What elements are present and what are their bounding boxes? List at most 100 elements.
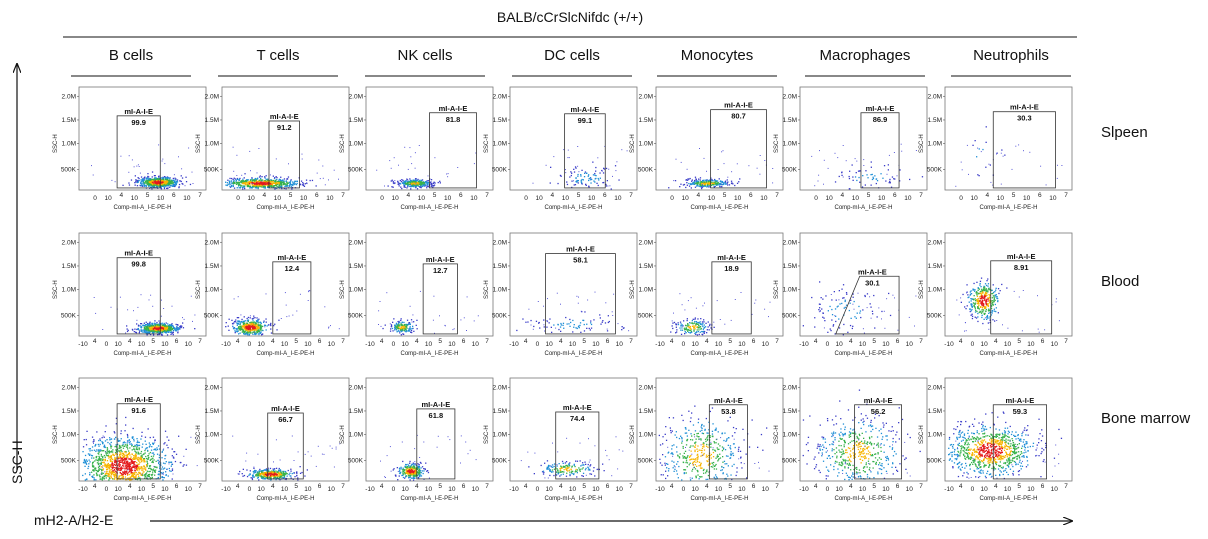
event-dot (131, 469, 134, 471)
event-dot (698, 182, 700, 184)
event-dot (700, 183, 702, 185)
event-dot (811, 296, 813, 299)
event-dot (725, 183, 727, 185)
event-dot (120, 430, 122, 432)
event-dot (290, 184, 292, 186)
event-dot (1006, 287, 1008, 289)
event-dot (142, 325, 144, 327)
event-dot (697, 185, 699, 187)
event-dot (242, 178, 244, 180)
x-tick-label: 4 (705, 338, 709, 345)
event-dot (144, 324, 147, 326)
event-dot (292, 184, 294, 187)
event-dot (413, 185, 415, 188)
event-dot (701, 183, 703, 185)
event-dot (263, 187, 265, 189)
event-dot (147, 183, 149, 185)
event-dot (685, 332, 687, 334)
x-tick-label: 7 (341, 192, 345, 199)
event-dot (137, 179, 139, 182)
event-dot (410, 331, 412, 333)
event-dot (159, 323, 161, 325)
event-dot (251, 321, 253, 324)
x-tick-label: 10 (859, 341, 867, 348)
event-dot (550, 166, 552, 168)
event-dot (125, 460, 127, 463)
event-dot (702, 185, 704, 187)
event-dot (738, 181, 740, 183)
event-dot (851, 327, 853, 330)
event-dot (286, 185, 288, 188)
event-dot (102, 468, 104, 470)
event-dot (271, 182, 274, 185)
event-dot (987, 298, 989, 300)
event-dot (114, 477, 116, 479)
event-dot (179, 327, 181, 329)
event-dot (973, 282, 975, 285)
event-dot (239, 328, 241, 330)
event-dot (267, 178, 269, 180)
event-dot (93, 439, 95, 441)
event-dot (864, 295, 866, 298)
event-dot (149, 178, 151, 181)
event-dot (580, 181, 583, 183)
x-tick-label: 10 (470, 195, 478, 202)
event-dot (244, 181, 246, 183)
event-dot (399, 183, 402, 185)
event-dot (155, 180, 157, 182)
event-dot (242, 180, 244, 183)
event-dot (987, 283, 990, 285)
event-dot (168, 327, 170, 330)
event-dot (283, 183, 285, 185)
event-dot (696, 183, 698, 185)
event-dot (263, 320, 265, 322)
event-dot (577, 173, 579, 176)
event-dot (394, 180, 396, 182)
event-dot (985, 310, 987, 312)
event-dot (679, 327, 681, 329)
event-dot (611, 311, 613, 313)
event-dot (704, 326, 707, 328)
event-dot (772, 182, 774, 184)
event-dot (250, 325, 252, 327)
event-dot (715, 184, 717, 186)
event-dot (856, 312, 858, 314)
event-dot (140, 176, 143, 178)
event-dot (262, 186, 264, 188)
event-dot (102, 329, 104, 330)
event-dot (181, 325, 183, 327)
event-dot (164, 326, 167, 328)
event-dot (855, 172, 857, 174)
event-dot (410, 188, 412, 190)
gate (835, 275, 900, 335)
event-dot (689, 322, 691, 324)
event-dot (172, 334, 174, 336)
event-dot (974, 306, 976, 308)
event-dot (391, 327, 394, 330)
event-dot (237, 322, 240, 324)
event-dot (256, 323, 258, 326)
event-dot (981, 288, 983, 290)
x-tick-label: -10 (799, 341, 809, 348)
panel-x-label: Comp-mI-A_I-E-PE-H (113, 205, 171, 211)
event-dot (165, 177, 167, 179)
event-dot (896, 175, 898, 177)
event-dot (695, 333, 697, 335)
event-dot (88, 459, 90, 461)
event-dot (852, 296, 854, 298)
event-dot (870, 306, 872, 308)
event-dot (106, 439, 108, 441)
event-dot (154, 330, 156, 333)
event-dot (247, 184, 249, 187)
event-dot (873, 294, 875, 297)
event-dot (477, 315, 479, 317)
x-tick-label: 10 (304, 341, 312, 348)
event-dot (997, 300, 999, 302)
event-dot (124, 458, 126, 460)
event-dot (573, 324, 575, 326)
event-dot (235, 321, 237, 323)
event-dot (866, 293, 869, 295)
gate (990, 260, 1053, 335)
event-dot (694, 186, 697, 188)
x-tick-label: 10 (852, 195, 860, 202)
